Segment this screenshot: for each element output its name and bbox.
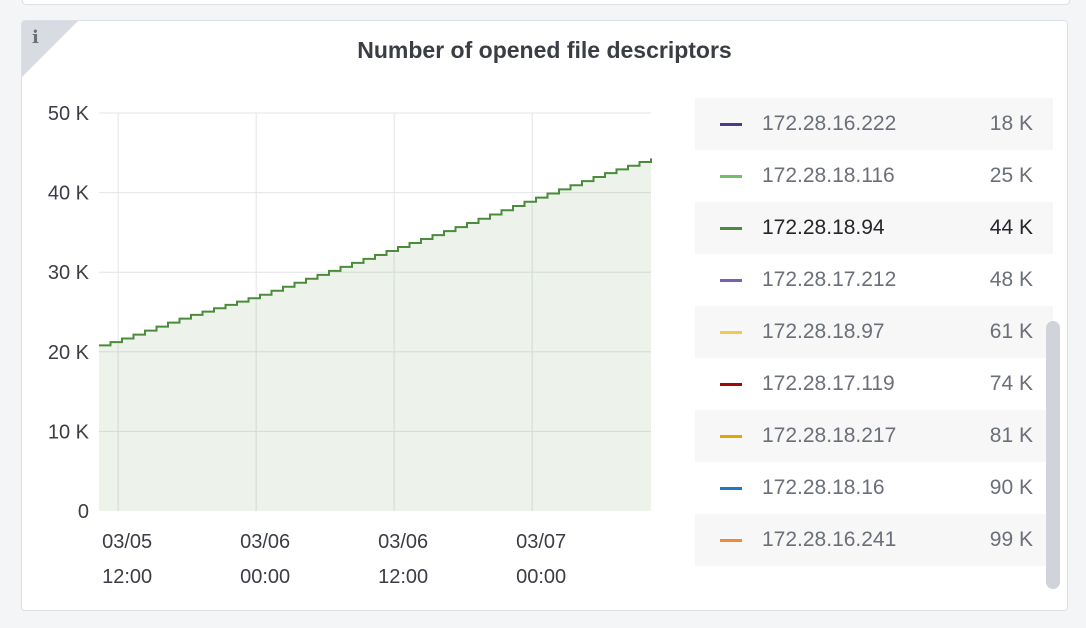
series-color-icon [720, 486, 742, 490]
series-color-icon [720, 122, 742, 126]
series-color-icon [720, 278, 742, 282]
legend-item[interactable]: 172.28.16.222 18 K [695, 98, 1053, 150]
y-tick-label: 10 K [48, 421, 90, 443]
x-tick-label: 12:00 [102, 566, 152, 588]
series-color-icon [720, 538, 742, 542]
legend-series-name: 172.28.18.116 [762, 164, 895, 187]
legend-series-value: 81 K [989, 424, 1033, 447]
legend-item[interactable]: 172.28.18.94 44 K [695, 202, 1053, 254]
legend-item[interactable]: 172.28.17.119 74 K [695, 358, 1053, 410]
legend-series-value: 18 K [989, 112, 1033, 135]
y-tick-label: 30 K [48, 262, 90, 284]
previous-panel [22, 0, 1070, 5]
legend-series-value: 44 K [989, 216, 1033, 239]
chart: 0 10 K 20 K 30 K 40 K 50 K 03/05 12:00 03/06 00:0… [48, 103, 652, 588]
y-tick-label: 50 K [48, 103, 90, 125]
legend-series-name: 172.28.17.119 [762, 372, 895, 395]
x-tick-label: 12:00 [378, 566, 428, 588]
legend: 172.28.16.222 18 K 172.28.18.116 25 K 172.28… [695, 98, 1053, 596]
y-tick-label: 20 K [48, 342, 90, 364]
series-color-icon [720, 174, 742, 178]
legend-series-value: 61 K [989, 320, 1033, 343]
legend-series-name: 172.28.17.212 [762, 268, 897, 291]
legend-scrollbar[interactable] [1046, 321, 1060, 589]
legend-series-value: 48 K [989, 268, 1033, 291]
chart-panel: i Number of opened file descriptors 0 10 … [21, 20, 1068, 611]
info-corner[interactable] [22, 21, 78, 77]
x-tick-label: 03/05 [102, 531, 152, 553]
legend-item[interactable]: 172.28.18.97 61 K [695, 306, 1053, 358]
x-tick-label: 00:00 [240, 566, 290, 588]
x-tick-label: 03/06 [378, 531, 428, 553]
panel-title[interactable]: Number of opened file descriptors [357, 37, 732, 63]
series-area [99, 158, 651, 511]
legend-series-value: 90 K [989, 476, 1033, 499]
legend-series-name: 172.28.16.241 [762, 528, 897, 551]
legend-series-value: 99 K [989, 528, 1033, 551]
legend-series-value: 25 K [989, 164, 1033, 187]
legend-series-name: 172.28.16.222 [762, 112, 897, 135]
y-tick-label: 0 [78, 501, 89, 523]
legend-series-name: 172.28.18.217 [762, 424, 897, 447]
x-tick-label: 00:00 [516, 566, 566, 588]
legend-item[interactable]: 172.28.18.116 25 K [695, 150, 1053, 202]
legend-item[interactable]: 172.28.18.16 90 K [695, 462, 1053, 514]
x-tick-label: 03/06 [240, 531, 290, 553]
legend-series-name: 172.28.18.94 [762, 216, 885, 239]
series-color-icon [720, 330, 742, 334]
x-tick-label: 03/07 [516, 531, 566, 553]
legend-series-value: 74 K [989, 372, 1033, 395]
legend-series-name: 172.28.18.16 [762, 476, 885, 499]
series-color-icon [720, 434, 742, 438]
legend-item[interactable]: 172.28.17.212 48 K [695, 254, 1053, 306]
series-color-icon [720, 382, 742, 386]
legend-item[interactable]: 172.28.16.241 99 K [695, 514, 1053, 566]
series-color-icon [720, 226, 742, 230]
info-icon[interactable]: i [32, 27, 39, 48]
series-line [99, 158, 652, 347]
legend-series-name: 172.28.18.97 [762, 320, 885, 343]
y-tick-label: 40 K [48, 183, 90, 205]
legend-item[interactable]: 172.28.18.217 81 K [695, 410, 1053, 462]
